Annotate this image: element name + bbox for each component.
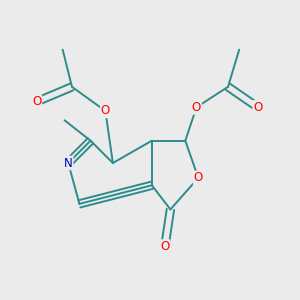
Text: O: O <box>194 171 203 184</box>
Text: O: O <box>160 240 170 253</box>
Text: N: N <box>64 157 73 169</box>
Text: O: O <box>101 104 110 118</box>
Text: O: O <box>253 101 262 114</box>
Text: O: O <box>32 95 41 108</box>
Text: O: O <box>192 101 201 114</box>
